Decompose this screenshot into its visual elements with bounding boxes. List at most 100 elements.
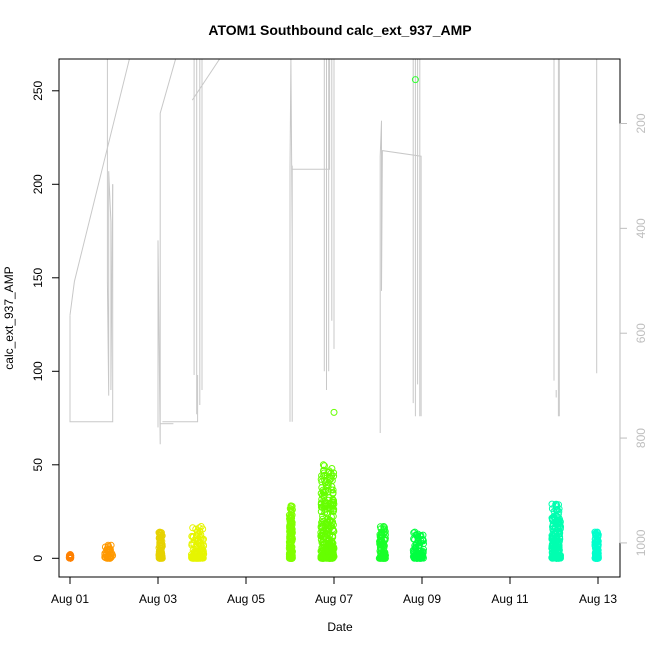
data-point [330, 528, 338, 535]
data-point [318, 492, 326, 499]
x-tick-label: Aug 11 [491, 592, 528, 606]
data-point [105, 545, 113, 553]
data-point [592, 539, 600, 547]
data-point [552, 548, 560, 556]
data-point [328, 539, 336, 547]
data-point [327, 554, 335, 562]
data-point [156, 554, 164, 562]
data-point [419, 536, 427, 543]
data-point [381, 528, 389, 535]
series-line [69, 58, 130, 316]
data-point [555, 553, 563, 561]
data-point [158, 537, 166, 545]
plot-frame [58, 58, 621, 578]
x-tick-label: Aug 13 [579, 592, 617, 606]
x-axis-label: Date [327, 620, 353, 634]
x-axis: Aug 01 Aug 03 Aug 05 Aug 07 Aug 09 Aug 11 Aug … [51, 576, 617, 606]
data-point [553, 534, 561, 542]
y-axis-label: calc_ext_937_AMP [2, 266, 16, 369]
data-point [330, 408, 338, 416]
data-point [552, 503, 560, 511]
y-tick-label: 50 [31, 458, 45, 472]
data-point [326, 536, 334, 543]
y-tick-label: 250 [31, 80, 45, 100]
data-point [158, 550, 166, 558]
data-point [106, 546, 114, 554]
data-point [317, 508, 325, 516]
series-line [162, 375, 199, 423]
data-point [380, 526, 388, 534]
data-point [192, 548, 200, 556]
y-axis: 0 50 100 150 200 250 [31, 80, 60, 562]
data-point [103, 554, 111, 562]
data-point [591, 529, 599, 537]
data-point [323, 549, 331, 557]
data-point [325, 469, 333, 476]
data-point [66, 554, 74, 562]
data-point [155, 529, 163, 537]
data-point [415, 542, 423, 550]
data-point [549, 550, 556, 558]
y2-tick-label: 200 [634, 113, 648, 133]
series-line [106, 59, 114, 396]
x-tick-label: Aug 09 [403, 592, 441, 606]
data-point [420, 540, 427, 548]
data-point [286, 527, 294, 535]
data-point [327, 475, 335, 483]
data-point [319, 486, 327, 494]
data-point [378, 549, 385, 557]
y2-tick-label: 800 [634, 428, 648, 448]
data-point [287, 551, 295, 559]
data-point [325, 494, 333, 502]
data-point [318, 539, 326, 547]
y2-tick-label: 1000 [634, 529, 648, 556]
data-point [323, 526, 331, 534]
series-line [191, 58, 221, 101]
data-point [555, 546, 563, 554]
data-point [199, 554, 207, 562]
y2-axis: 200 400 600 800 1000 [619, 113, 648, 556]
data-point [551, 516, 559, 523]
data-point [199, 547, 207, 555]
y-tick-label: 100 [31, 361, 45, 381]
data-point [329, 508, 337, 515]
line-layer [69, 58, 598, 445]
data-point [557, 523, 564, 531]
series-line [69, 184, 114, 423]
data-point [318, 472, 326, 480]
y-tick-label: 150 [31, 267, 45, 287]
data-point [552, 506, 560, 514]
data-point [288, 548, 296, 556]
data-point [328, 483, 336, 491]
data-point [322, 487, 330, 495]
data-point [411, 76, 419, 84]
chart-title: ATOM1 Southbound calc_ext_937_AMP [208, 22, 471, 38]
data-point [157, 545, 165, 553]
data-point [318, 522, 326, 530]
data-point [320, 462, 328, 470]
data-point [286, 522, 294, 530]
x-tick-label: Aug 05 [227, 592, 265, 606]
data-point [416, 553, 424, 561]
data-point [594, 546, 602, 554]
data-point [377, 553, 384, 561]
y-tick-label: 200 [31, 174, 45, 194]
data-point [197, 541, 205, 549]
data-point [321, 479, 329, 487]
y2-tick-label: 400 [634, 218, 648, 238]
series-line [292, 59, 331, 170]
data-point [320, 550, 328, 558]
series-line [157, 58, 177, 445]
data-point [195, 554, 203, 562]
data-point [319, 512, 327, 520]
data-point [376, 537, 384, 545]
data-point [593, 548, 601, 556]
data-point [376, 540, 384, 548]
data-point [548, 505, 556, 513]
data-point [376, 544, 384, 552]
data-point [328, 544, 336, 552]
point-layer [65, 76, 602, 562]
x-tick-label: Aug 01 [51, 592, 89, 606]
data-point [196, 527, 204, 535]
